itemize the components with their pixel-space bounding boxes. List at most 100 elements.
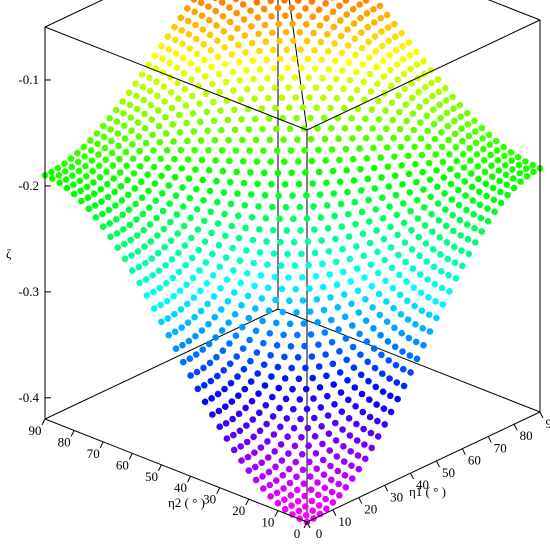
surface-point — [366, 218, 373, 225]
surface-point — [226, 18, 234, 26]
surface-point — [406, 52, 414, 59]
surface-point — [235, 41, 242, 49]
surface-point — [221, 210, 228, 218]
surface-point — [415, 233, 423, 241]
z-axis-label: ζ — [6, 246, 12, 261]
surface-point — [451, 117, 458, 125]
surface-point — [199, 26, 207, 33]
surface-point — [267, 158, 275, 165]
surface-point — [364, 358, 372, 366]
surface-point — [240, 365, 248, 373]
surface-point — [461, 178, 469, 185]
surface-point — [226, 4, 233, 11]
surface-point — [260, 339, 267, 347]
surface-point — [399, 181, 406, 188]
surface-point — [134, 248, 142, 255]
surface-point — [257, 272, 265, 279]
surface-point — [361, 96, 368, 104]
surface-point — [370, 19, 378, 26]
surface-point — [128, 127, 135, 134]
surface-point — [359, 230, 367, 238]
surface-point — [367, 261, 375, 269]
surface-point — [158, 172, 165, 180]
surface-point — [336, 369, 344, 376]
surface-point — [69, 172, 76, 179]
surface-point — [140, 96, 147, 104]
surface-point — [509, 166, 516, 173]
surface-point — [367, 429, 375, 437]
surface-point — [145, 187, 152, 195]
surface-point — [476, 201, 484, 209]
surface-point — [328, 146, 336, 153]
surface-point — [138, 194, 146, 201]
surface-point — [293, 309, 300, 316]
surface-point — [128, 252, 135, 259]
surface-point — [329, 360, 337, 368]
z-tick-label: -0.1 — [18, 72, 39, 87]
surface-point — [353, 86, 361, 94]
surface-point — [250, 75, 257, 83]
surface-point — [262, 402, 270, 409]
surface-point — [269, 29, 276, 36]
surface-point — [228, 51, 236, 58]
surface-point — [177, 306, 185, 313]
surface-point — [176, 129, 184, 136]
surface-point — [267, 352, 274, 359]
surface-point — [274, 363, 282, 371]
surface-point — [273, 489, 281, 497]
surface-point — [464, 235, 472, 243]
surface-point — [502, 171, 510, 179]
surface-point — [247, 378, 255, 385]
x-tick-mark — [435, 460, 440, 468]
surface-point — [507, 149, 515, 156]
surface-point — [256, 47, 263, 55]
surface-point — [379, 42, 386, 50]
surface-point — [474, 163, 482, 170]
surface-point — [404, 134, 411, 142]
surface-point — [311, 433, 319, 440]
surface-point — [246, 147, 253, 154]
surface-point — [194, 385, 202, 393]
surface-point — [348, 300, 355, 308]
surface-point — [397, 311, 405, 318]
surface-point — [171, 310, 178, 318]
surface-point — [273, 125, 280, 133]
surface-point — [146, 221, 154, 228]
surface-point — [142, 125, 149, 132]
surface-point — [478, 228, 486, 235]
surface-point — [409, 110, 417, 117]
surface-point — [289, 192, 296, 199]
surface-point — [357, 351, 364, 359]
box-edge-top-front-left — [44, 26, 308, 131]
surface-point — [283, 415, 291, 422]
surface-point — [188, 76, 195, 83]
surface-point — [138, 178, 145, 186]
surface-point — [290, 55, 298, 62]
surface-point — [113, 118, 121, 125]
surface-point — [180, 69, 188, 77]
surface-point — [430, 120, 438, 128]
surface-point — [85, 205, 92, 213]
surface-point — [250, 259, 257, 267]
surface-point — [345, 210, 352, 218]
surface-point — [432, 298, 439, 305]
surface-point — [321, 135, 329, 143]
surface-point — [482, 180, 490, 188]
surface-point — [454, 172, 461, 179]
surface-point — [389, 116, 397, 124]
surface-point — [335, 135, 342, 142]
surface-point — [290, 424, 298, 432]
surface-point — [459, 137, 466, 145]
surface-point — [254, 180, 261, 188]
y-tick-mark — [274, 510, 279, 517]
surface-point — [379, 388, 387, 396]
surface-point — [501, 152, 508, 160]
surface-point — [242, 49, 249, 56]
surface-point — [306, 458, 313, 466]
surface-point — [385, 183, 393, 190]
surface-point — [245, 126, 253, 133]
surface-point — [315, 168, 323, 176]
surface-point — [186, 355, 194, 363]
surface-point — [222, 254, 230, 261]
surface-point — [331, 40, 338, 47]
